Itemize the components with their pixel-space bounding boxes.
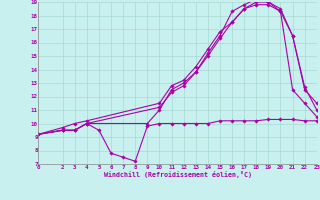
X-axis label: Windchill (Refroidissement éolien,°C): Windchill (Refroidissement éolien,°C) — [104, 171, 252, 178]
